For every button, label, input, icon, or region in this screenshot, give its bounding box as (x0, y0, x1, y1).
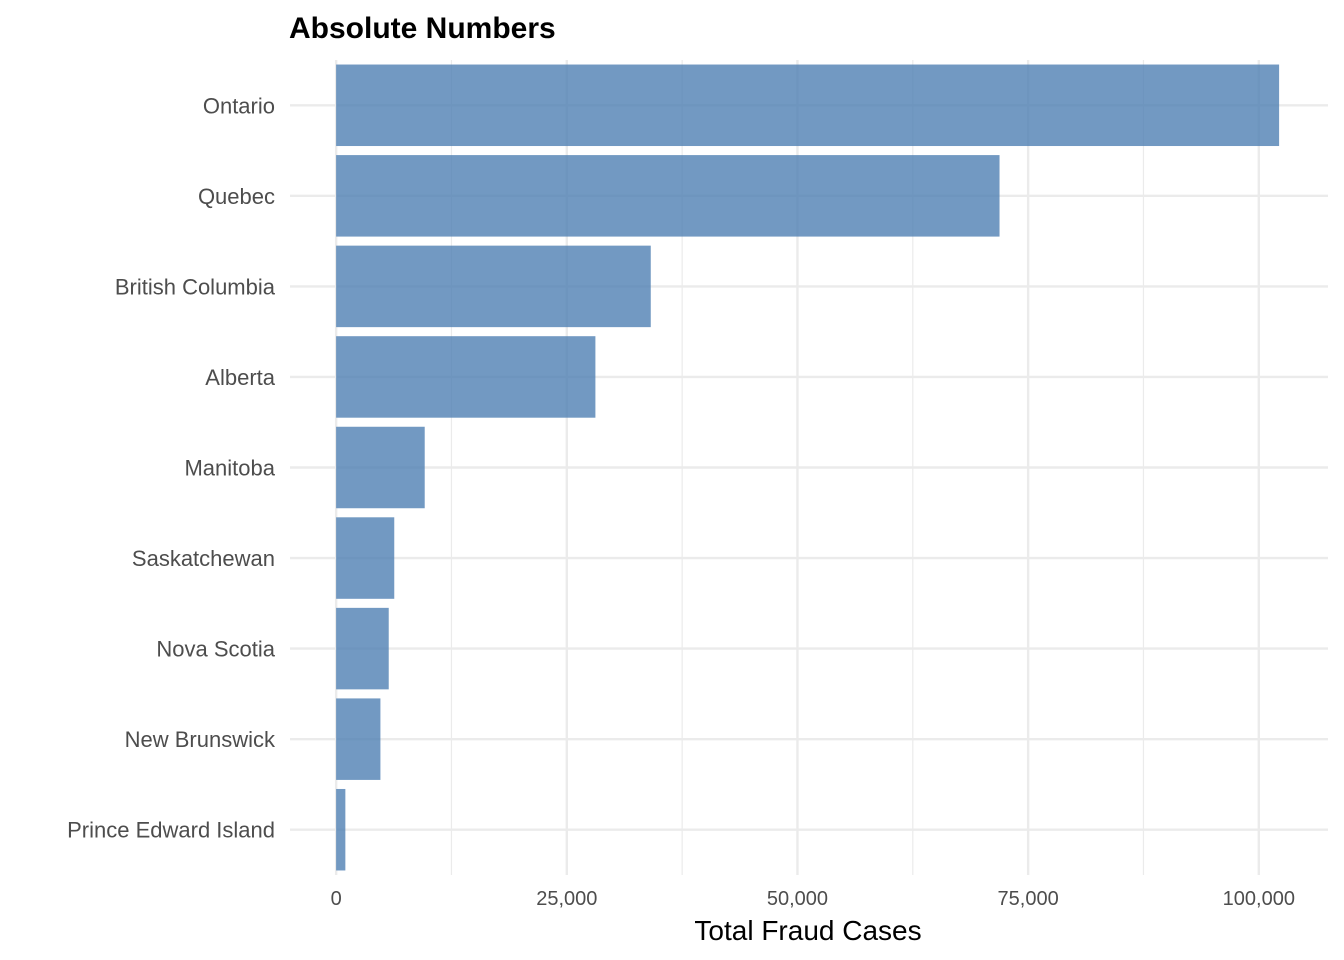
category-label: British Columbia (115, 274, 276, 299)
category-labels: Ontario Quebec British Columbia Alberta Mani… (67, 93, 276, 842)
category-label: Prince Edward Island (67, 818, 275, 843)
category-label: Ontario (203, 93, 275, 118)
category-label: Manitoba (184, 456, 275, 481)
x-tick-label: 25,000 (536, 888, 597, 910)
bar-alberta (336, 336, 596, 418)
x-tick-label: 75,000 (998, 888, 1059, 910)
x-tick-labels: 0 25,000 50,000 75,000 100,000 (331, 888, 1295, 910)
bar-nova-scotia (336, 607, 389, 690)
category-label: New Brunswick (125, 727, 276, 752)
category-label: Saskatchewan (132, 546, 275, 571)
bars-layer (336, 64, 1280, 871)
bar-new-brunswick (336, 698, 381, 780)
x-tick-label: 50,000 (767, 888, 828, 910)
bar-saskatchewan (336, 517, 395, 599)
bar-prince-edward-island (336, 788, 346, 871)
bar-ontario (336, 64, 1280, 147)
bar-manitoba (336, 426, 425, 509)
bar-british-columbia (336, 245, 651, 328)
x-tick-label: 0 (331, 888, 342, 910)
chart-title: Absolute Numbers (289, 12, 556, 45)
bar-quebec (336, 155, 1000, 237)
category-label: Nova Scotia (156, 637, 275, 662)
x-axis-title: Total Fraud Cases (694, 915, 921, 946)
category-label: Alberta (205, 365, 275, 390)
x-tick-label: 100,000 (1223, 888, 1295, 910)
category-label: Quebec (198, 184, 275, 209)
